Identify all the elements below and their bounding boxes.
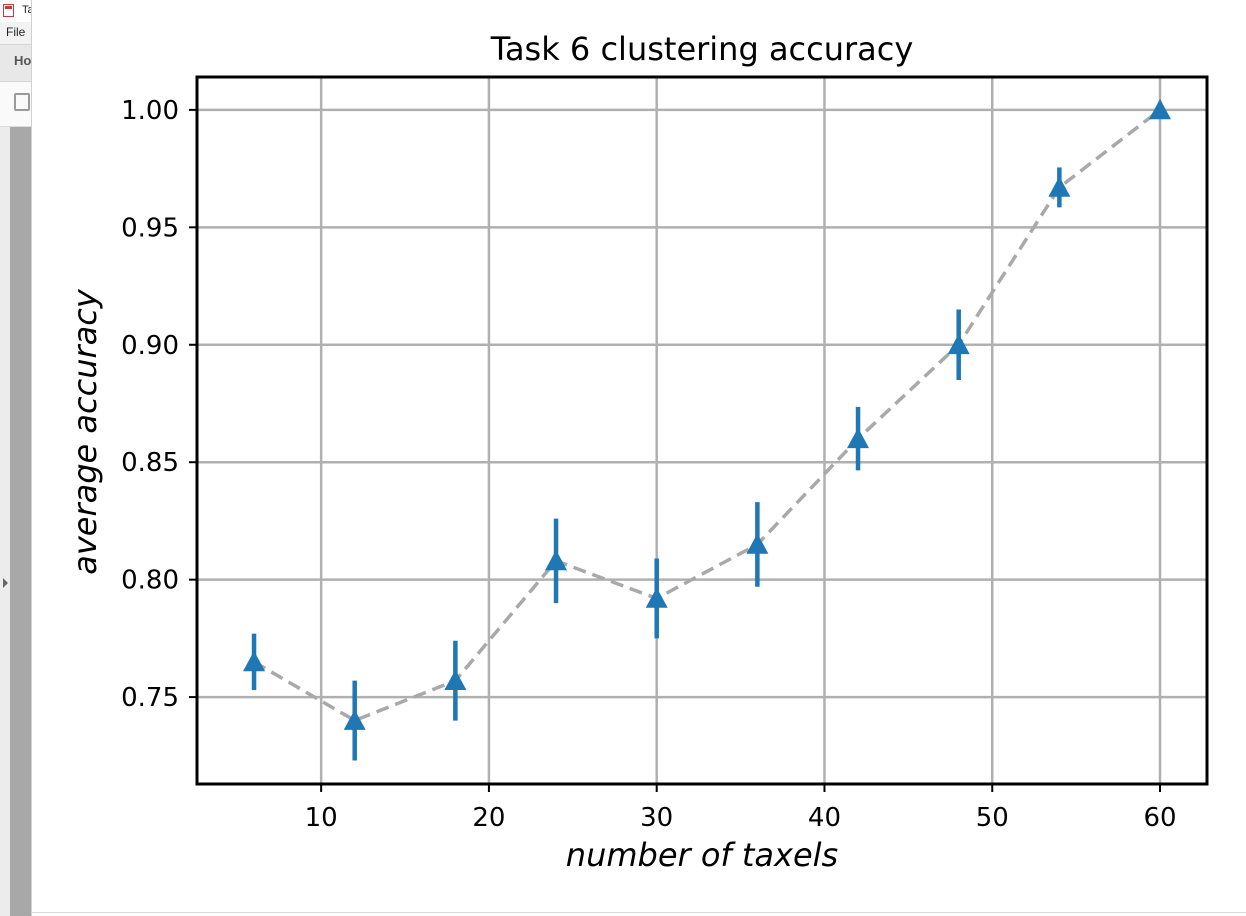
x-axis-ticks: 10 20 30 40 50 60	[305, 784, 1177, 833]
host-title-bar: Ta	[0, 0, 31, 22]
y-tick-label-0.95: 0.95	[121, 213, 179, 243]
host-ribbon	[0, 44, 31, 82]
x-tick-label-20: 20	[472, 803, 505, 833]
x-tick-label-40: 40	[808, 803, 841, 833]
save-icon[interactable]	[14, 93, 30, 111]
data-point-36	[746, 533, 769, 554]
data-point-42	[847, 427, 870, 449]
y-tick-label-1.00: 1.00	[121, 96, 179, 126]
chart-title: Task 6 clustering accuracy	[490, 30, 914, 68]
x-tick-label-10: 10	[305, 803, 338, 833]
data-point-54	[1048, 176, 1071, 197]
data-point-30	[645, 587, 668, 608]
x-tick-label-60: 60	[1143, 803, 1176, 833]
chart-grid	[197, 77, 1207, 784]
data-point-48	[947, 333, 970, 355]
y-tick-label-0.80: 0.80	[121, 566, 179, 596]
x-axis-label: number of taxels	[566, 836, 838, 874]
series-line	[253, 108, 1162, 723]
host-app-window: Ta File Ho	[0, 0, 32, 916]
plot-frame	[195, 75, 1209, 786]
data-point-24	[545, 549, 568, 571]
data-point-12	[343, 709, 366, 730]
y-tick-label-0.90: 0.90	[121, 331, 179, 361]
ribbon-tab-home[interactable]: Ho	[14, 53, 32, 68]
x-tick-label-30: 30	[640, 803, 673, 833]
y-tick-label-0.85: 0.85	[121, 448, 179, 478]
expand-panel-icon[interactable]	[3, 578, 8, 588]
data-point-60	[1149, 98, 1172, 120]
host-side-panel	[0, 127, 10, 916]
y-axis-ticks: 0.75 0.80 0.85 0.90 0.95 1.00	[121, 96, 197, 713]
data-point-6	[243, 650, 266, 672]
x-tick-label-50: 50	[976, 803, 1009, 833]
data-point-18	[444, 669, 467, 691]
host-window-title: Ta	[22, 4, 31, 16]
series-line-group	[253, 108, 1162, 723]
window-bottom-edge	[31, 912, 1246, 913]
y-tick-label-0.75: 0.75	[121, 683, 179, 713]
data-markers	[243, 98, 1172, 730]
y-axis-label: average accuracy	[66, 288, 104, 575]
pdf-app-icon	[3, 4, 14, 17]
menu-file[interactable]: File	[6, 25, 26, 39]
